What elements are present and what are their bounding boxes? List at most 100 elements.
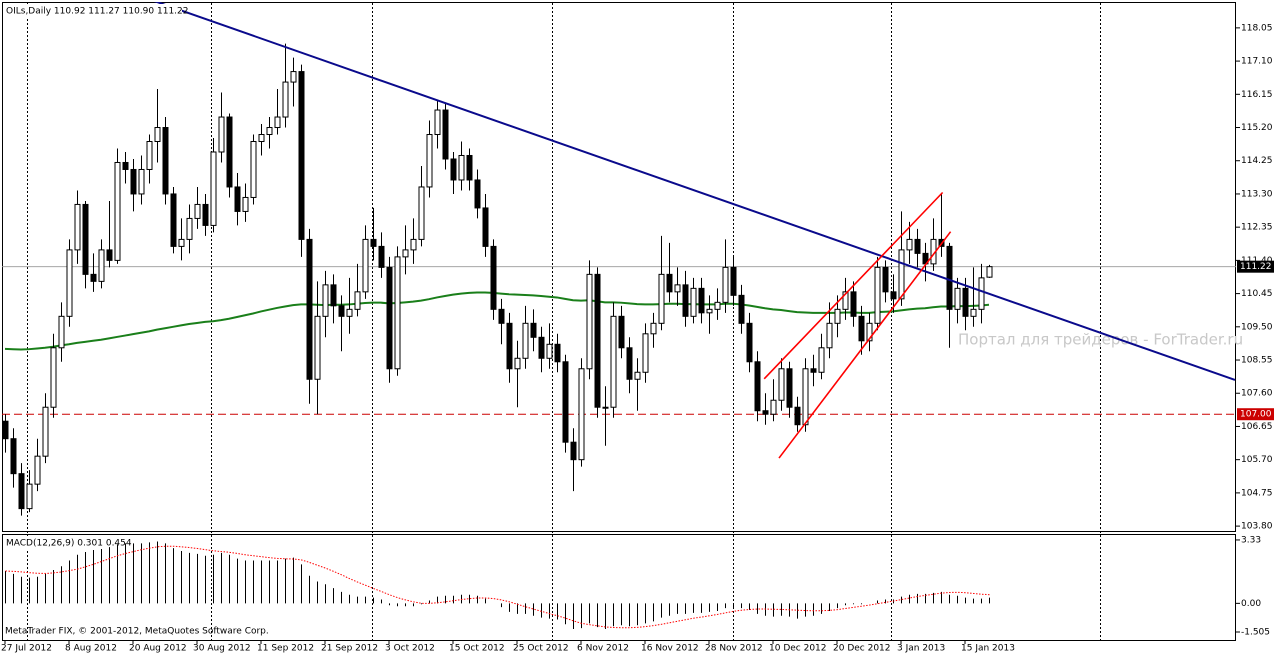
x-tick-label: 8 Aug 2012 (65, 644, 117, 654)
candle-body (58, 315, 65, 349)
candle-body (674, 284, 681, 293)
candle-body (250, 141, 257, 198)
candle-body (946, 245, 953, 310)
candle-body (698, 287, 705, 314)
x-tick-label: 15 Oct 2012 (449, 644, 505, 654)
candle-body (362, 238, 369, 293)
candle-body (666, 273, 673, 293)
macd-plot (5, 541, 990, 630)
candle-body (2, 420, 9, 440)
x-tick-label: 15 Jan 2013 (961, 644, 1015, 654)
candle-body (866, 322, 873, 342)
candle-body (234, 186, 241, 212)
candle-body (754, 361, 761, 412)
candle-body (26, 483, 33, 510)
candle-body (762, 410, 769, 415)
x-tick-label: 20 Aug 2012 (129, 644, 187, 654)
candle-body (794, 406, 801, 426)
y-tick-label: 3.33 (1241, 535, 1261, 545)
level-label: 107.00 (1240, 410, 1272, 420)
moving-average (4, 291, 990, 351)
y-tick-label: 0.00 (1241, 599, 1261, 609)
candle-body (514, 357, 521, 370)
y-tick-label: -1.505 (1241, 628, 1270, 638)
candle-body (610, 315, 617, 408)
y-tick-label: 117.10 (1241, 57, 1273, 67)
y-tick-label: 108.55 (1241, 356, 1273, 366)
y-tick-label: 114.25 (1241, 156, 1273, 166)
candle-body (122, 161, 129, 170)
y-tick-label: 106.65 (1241, 422, 1273, 432)
macd-title-bg (4, 536, 104, 549)
candle-body (810, 368, 817, 373)
candle-body (498, 308, 505, 324)
candle-body (858, 315, 865, 342)
watermark: Портал для трейдеров - ForTrader.ru (958, 331, 1243, 349)
candle-body (890, 291, 897, 300)
candle-body (962, 287, 969, 317)
candle-body (722, 266, 729, 303)
x-tick-label: 25 Oct 2012 (513, 644, 569, 654)
candle-body (378, 245, 385, 268)
candle-body (570, 441, 577, 461)
candle-body (418, 186, 425, 240)
candle-body (266, 127, 273, 136)
candle-body (66, 249, 73, 317)
candle-body (978, 277, 985, 310)
price-label: 111.22 (1240, 262, 1272, 272)
candle-body (634, 371, 641, 380)
y-tick-label: 107.60 (1241, 389, 1273, 399)
title-bg (4, 4, 182, 17)
candle-body (138, 168, 145, 195)
candle-body (850, 291, 857, 317)
candle-body (458, 154, 465, 181)
candle-body (778, 368, 785, 401)
x-tick-label: 10 Dec 2012 (769, 644, 827, 654)
candle-body (322, 284, 329, 317)
candle-body (882, 266, 889, 293)
candle-body (42, 406, 49, 457)
candle-body (834, 308, 841, 324)
candle-body (746, 322, 753, 363)
x-tick-label: 11 Sep 2012 (257, 644, 314, 654)
candle-body (906, 238, 913, 251)
y-tick-label: 110.45 (1241, 289, 1273, 299)
candle-body (274, 116, 281, 129)
candle-body (154, 127, 161, 143)
x-tick-label: 30 Aug 2012 (193, 644, 251, 654)
candle-body (386, 266, 393, 370)
candle-body (690, 287, 697, 317)
trend-line (763, 191, 944, 380)
x-tick-label: 21 Sep 2012 (321, 644, 378, 654)
candle-body (194, 203, 201, 219)
y-tick-label: 113.30 (1241, 189, 1273, 199)
y-tick-label: 116.15 (1241, 90, 1273, 100)
candle-body (402, 249, 409, 258)
candle-body (282, 81, 289, 118)
candle-body (986, 266, 993, 278)
level-label-bg (1237, 408, 1274, 421)
candle-body (554, 343, 561, 363)
y-tick-label: 112.35 (1241, 223, 1273, 233)
footer: MetaTrader FIX, © 2001-2012, MetaQuotes … (5, 627, 269, 637)
candle-body (506, 322, 513, 370)
candle-body (770, 399, 777, 415)
candle-body (642, 333, 649, 373)
price-label-bg (1237, 260, 1274, 273)
main-plot (2, 2, 1236, 516)
candle-body (530, 322, 537, 338)
candle-body (226, 116, 233, 188)
trend-line (154, 2, 1236, 381)
candle-body (258, 134, 265, 143)
candle-body (842, 291, 849, 310)
candle-body (434, 109, 441, 136)
candle-body (970, 308, 977, 317)
y-tick-label: 118.05 (1241, 23, 1273, 33)
candle-body (426, 134, 433, 188)
x-tick-label: 3 Jan 2013 (897, 644, 945, 654)
candle-body (330, 284, 337, 307)
candle-body (522, 322, 529, 359)
candle-body (178, 238, 185, 247)
candle-body (562, 361, 569, 443)
